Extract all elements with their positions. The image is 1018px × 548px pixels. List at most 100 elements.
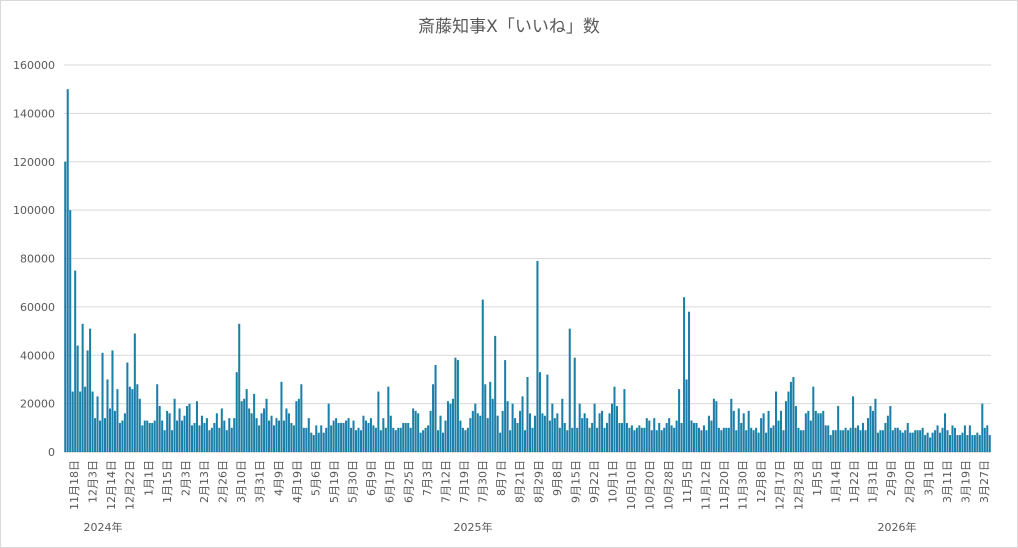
x-tick-label: 3月19日 [959, 460, 972, 503]
bar [171, 430, 174, 452]
x-tick-label: 10月10日 [625, 460, 638, 510]
y-tick-label: 140000 [13, 107, 55, 120]
x-tick-label: 6月17日 [384, 460, 397, 503]
bar [782, 430, 785, 452]
bar [690, 420, 693, 452]
bar [238, 323, 241, 452]
bar [414, 410, 417, 452]
bar [277, 420, 280, 452]
bar [884, 422, 887, 452]
bar [752, 430, 755, 452]
bar [456, 360, 459, 452]
bar [650, 430, 653, 452]
bar [944, 413, 947, 452]
bar [335, 418, 338, 452]
bar [919, 430, 922, 452]
bar [842, 430, 845, 452]
bar [857, 425, 860, 452]
bar [655, 430, 658, 452]
x-tick-label: 3月11日 [941, 460, 954, 503]
bar [248, 408, 251, 452]
bar [79, 391, 82, 452]
bar [556, 413, 559, 452]
bar [76, 345, 79, 452]
bar [215, 413, 218, 452]
x-tick-label: 1月22日 [848, 460, 861, 503]
bar [345, 420, 348, 452]
x-tick-label: 3月1日 [922, 460, 935, 496]
bar [983, 427, 986, 452]
bar [173, 398, 176, 452]
bar [133, 333, 136, 452]
bar [966, 435, 969, 452]
bar [481, 299, 484, 452]
bar [643, 427, 646, 452]
x-tick-label: 7月19日 [458, 460, 471, 503]
bar [792, 377, 795, 452]
bar [342, 422, 345, 452]
x-tick-label: 8月7日 [495, 460, 508, 496]
bar [136, 384, 139, 452]
bar [439, 415, 442, 452]
bar [645, 418, 648, 452]
bar [961, 432, 964, 452]
bar [628, 427, 631, 452]
bar [469, 418, 472, 452]
bar [89, 328, 92, 452]
bar [573, 357, 576, 452]
bar [700, 430, 703, 452]
bar [591, 422, 594, 452]
bar [379, 430, 382, 452]
x-tick-label: 2月26日 [217, 460, 230, 503]
bar [521, 396, 524, 452]
bar [190, 425, 194, 452]
bar [523, 430, 527, 452]
bar [153, 420, 156, 452]
x-tick-label: 4月19日 [291, 460, 304, 503]
x-tick-label: 12月17日 [774, 460, 787, 510]
bar [958, 435, 961, 452]
bar [263, 408, 266, 452]
bar [633, 430, 636, 452]
bar [971, 435, 974, 452]
bar [409, 427, 412, 452]
bar [663, 427, 666, 452]
bar [924, 435, 927, 452]
bar [181, 420, 184, 452]
y-tick-label: 40000 [20, 349, 55, 362]
bar [889, 406, 892, 452]
bar [255, 418, 258, 452]
bar [340, 422, 343, 452]
x-tick-label: 9月8日 [551, 460, 564, 496]
bar [707, 415, 710, 452]
bar [245, 389, 248, 452]
bar [210, 427, 213, 452]
bar [218, 427, 221, 452]
bar [571, 427, 574, 452]
bar [727, 427, 730, 452]
bar [290, 422, 293, 452]
bar [377, 391, 380, 452]
bar [292, 425, 295, 452]
bar [953, 427, 956, 452]
bar [951, 425, 954, 452]
bar [740, 422, 743, 452]
bar [546, 374, 549, 452]
bar [757, 432, 760, 452]
bar [558, 427, 561, 452]
bar [404, 422, 407, 452]
bar [143, 420, 146, 452]
bars [64, 89, 991, 452]
bar [69, 210, 72, 452]
bar [767, 410, 770, 452]
bar [702, 425, 705, 452]
bar [178, 408, 181, 452]
bar [422, 430, 425, 452]
bar [228, 418, 231, 452]
bar [419, 432, 422, 452]
bar [64, 161, 67, 452]
bar [429, 410, 432, 452]
bar [295, 401, 298, 452]
bar [618, 422, 621, 452]
bar [402, 422, 405, 452]
